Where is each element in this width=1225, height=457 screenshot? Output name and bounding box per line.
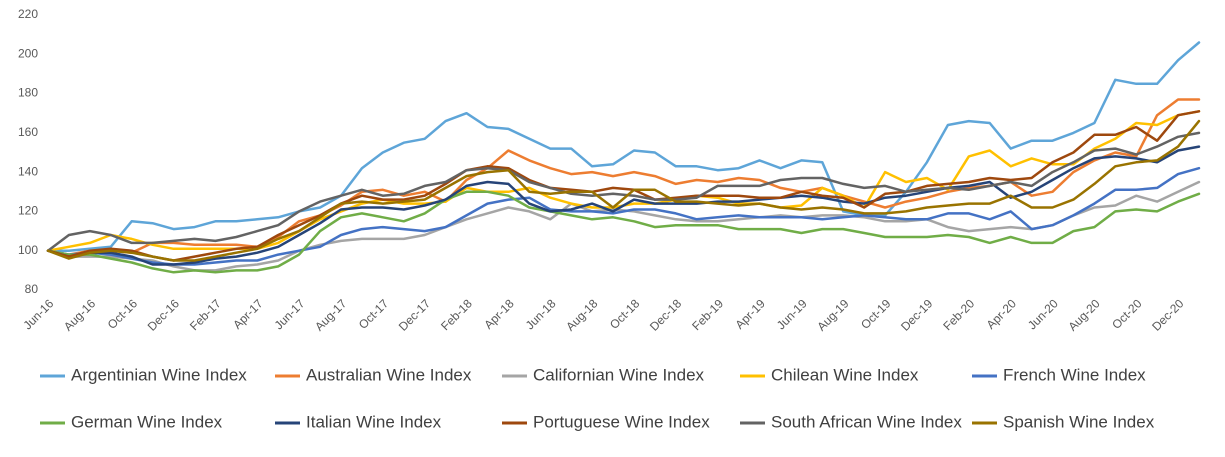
series-line [46,166,1201,266]
series-line [46,98,1201,256]
series-line [46,131,1201,252]
legend-label: German Wine Index [71,412,223,431]
x-tick-label: Oct-16 [105,296,141,332]
series-line [46,145,1201,266]
x-tick-label: Apr-17 [230,296,266,332]
y-tick-label: 160 [18,125,38,139]
x-tick-label: Oct-18 [607,296,643,332]
x-tick-label: Apr-19 [733,296,769,332]
y-tick-label: 80 [25,282,39,296]
legend-label: Portuguese Wine Index [533,412,710,431]
x-tick-label: Feb-17 [187,296,224,333]
x-tick-label: Dec-16 [145,296,182,333]
x-tick-label: Jun-16 [21,296,57,332]
x-tick-label: Dec-20 [1149,296,1186,333]
legend-label: South African Wine Index [771,412,962,431]
x-tick-label: Dec-18 [647,296,684,333]
y-tick-label: 140 [18,164,38,178]
series-line [46,119,1201,262]
legend-label: Californian Wine Index [533,365,705,384]
legend-label: French Wine Index [1003,365,1146,384]
legend-label: Italian Wine Index [306,412,442,431]
x-tick-label: Apr-18 [481,296,517,332]
x-tick-label: Dec-17 [396,296,433,333]
legend-label: Chilean Wine Index [771,365,919,384]
x-tick-label: Feb-19 [689,296,726,333]
y-tick-label: 220 [18,7,38,21]
x-tick-label: Aug-16 [61,296,98,333]
legend-label: Spanish Wine Index [1003,412,1155,431]
x-tick-label: Dec-19 [898,296,935,333]
x-tick-label: Apr-20 [984,296,1020,332]
legend-label: Australian Wine Index [306,365,472,384]
x-tick-label: Jun-17 [272,296,308,332]
x-tick-label: Jun-20 [1025,296,1061,332]
legend-label: Argentinian Wine Index [71,365,247,384]
x-tick-label: Jun-19 [774,296,810,332]
y-tick-label: 180 [18,86,38,100]
x-tick-label: Aug-18 [563,296,600,333]
x-tick-label: Oct-17 [356,296,392,332]
series-line [46,41,1201,252]
series-line [46,190,1201,274]
y-tick-label: 200 [18,46,38,60]
series-line [46,110,1201,262]
x-tick-label: Oct-19 [858,296,894,332]
x-tick-label: Aug-20 [1065,296,1102,333]
x-tick-label: Aug-17 [312,296,349,333]
y-tick-label: 100 [18,243,38,257]
x-tick-label: Aug-19 [814,296,851,333]
y-tick-label: 120 [18,204,38,218]
x-tick-label: Oct-20 [1109,296,1145,332]
x-tick-label: Feb-20 [940,296,977,333]
x-tick-label: Feb-18 [438,296,475,333]
x-tick-label: Jun-18 [523,296,559,332]
